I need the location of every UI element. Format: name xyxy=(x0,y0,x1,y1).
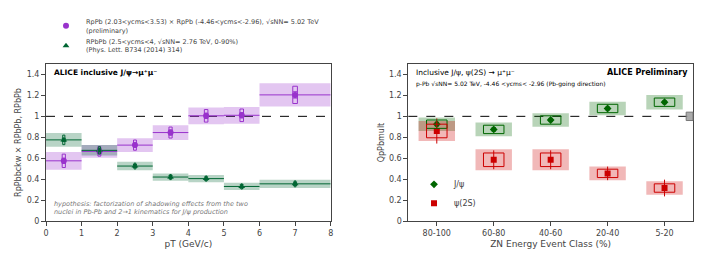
svg-text:1.4: 1.4 xyxy=(389,70,402,79)
svg-text:0.4: 0.4 xyxy=(389,175,402,184)
svg-text:RPbPb (2.5<ycms<4, √sNN= 2.76: RPbPb (2.5<ycms<4, √sNN= 2.76 TeV, 0-90%… xyxy=(86,38,238,54)
svg-text:0: 0 xyxy=(397,217,402,226)
svg-text:0.8: 0.8 xyxy=(389,133,402,142)
svg-text:5-20: 5-20 xyxy=(655,229,673,238)
svg-text:3: 3 xyxy=(150,229,155,238)
svg-text:40-60: 40-60 xyxy=(539,229,562,238)
svg-text:pT (GeV/c): pT (GeV/c) xyxy=(164,239,212,249)
svg-text:0.2: 0.2 xyxy=(389,196,402,205)
svg-text:ALICE inclusive J/ψ→μ⁺μ⁻: ALICE inclusive J/ψ→μ⁺μ⁻ xyxy=(54,68,157,77)
svg-text:0: 0 xyxy=(43,229,48,238)
svg-text:RpPb (2.03<ycms<3.53) × RpPb (: RpPb (2.03<ycms<3.53) × RpPb (-4.46<ycms… xyxy=(86,18,319,34)
svg-text:80-100: 80-100 xyxy=(423,229,451,238)
svg-text:1.4: 1.4 xyxy=(27,70,40,79)
svg-text:1: 1 xyxy=(34,112,39,121)
svg-text:Inclusive J/ψ, ψ(2S) → μ⁺μ⁻: Inclusive J/ψ, ψ(2S) → μ⁺μ⁻ xyxy=(416,68,515,77)
svg-text:0.6: 0.6 xyxy=(27,154,40,163)
svg-text:7: 7 xyxy=(293,229,298,238)
svg-text:6: 6 xyxy=(257,229,262,238)
svg-text:0.2: 0.2 xyxy=(27,196,40,205)
svg-text:5: 5 xyxy=(221,229,226,238)
svg-text:60-80: 60-80 xyxy=(482,229,505,238)
svg-text:p-Pb √sNN= 5.02 TeV, -4.46 <yc: p-Pb √sNN= 5.02 TeV, -4.46 <ycms< -2.96 … xyxy=(416,80,606,88)
svg-text:QpPbmult: QpPbmult xyxy=(377,123,386,163)
svg-text:1: 1 xyxy=(397,112,402,121)
svg-text:J/ψ: J/ψ xyxy=(453,180,464,189)
svg-text:hypothesis: factorization of s: hypothesis: factorization of shadowing e… xyxy=(54,200,248,216)
svg-text:8: 8 xyxy=(328,229,333,238)
svg-text:1.2: 1.2 xyxy=(27,91,40,100)
svg-text:2: 2 xyxy=(115,229,120,238)
svg-text:1: 1 xyxy=(79,229,84,238)
svg-text:0.4: 0.4 xyxy=(27,175,40,184)
svg-text:4: 4 xyxy=(186,229,191,238)
svg-text:RpPbbckw × RPbPb, RPbPb: RpPbbckw × RPbPb, RPbPb xyxy=(14,88,23,197)
svg-text:1.2: 1.2 xyxy=(389,91,402,100)
svg-text:20-40: 20-40 xyxy=(596,229,619,238)
svg-text:ALICE Preliminary: ALICE Preliminary xyxy=(607,68,688,77)
svg-text:ψ(2S): ψ(2S) xyxy=(454,199,476,208)
svg-text:0.6: 0.6 xyxy=(389,154,402,163)
svg-text:0.8: 0.8 xyxy=(27,133,40,142)
svg-text:0: 0 xyxy=(34,217,39,226)
svg-text:ZN Energy Event Class (%): ZN Energy Event Class (%) xyxy=(490,239,611,249)
